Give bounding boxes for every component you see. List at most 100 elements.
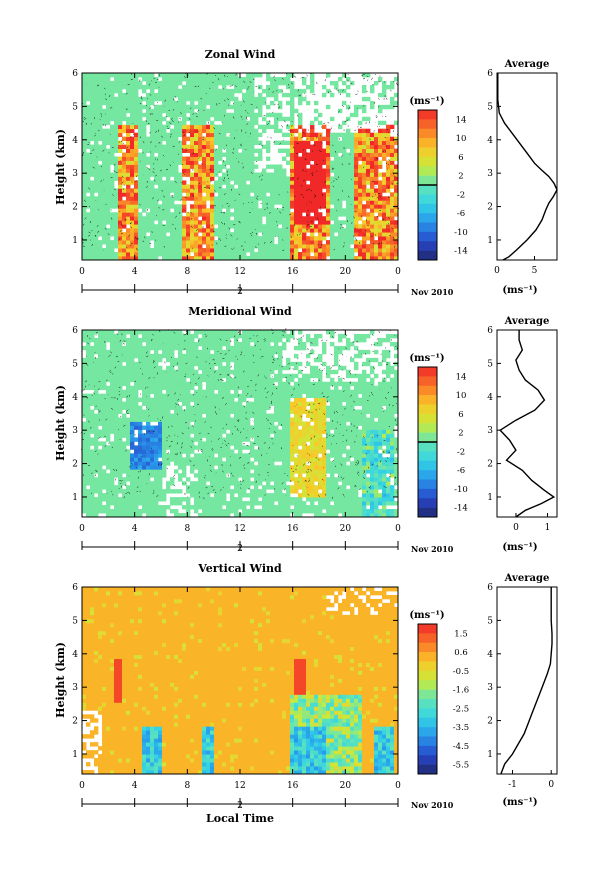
heatmap-cell [326,224,331,229]
heatmap-cell [154,401,159,406]
heatmap-cell [122,252,127,257]
heatmap-cell [126,73,131,78]
heatmap-cell [294,88,299,94]
heatmap-cell [358,184,363,189]
heatmap-cell [290,204,295,209]
heatmap-cell [338,124,343,130]
heatmap-cell [250,236,255,241]
heatmap-cell [114,365,119,371]
heatmap-cell [314,144,319,149]
heatmap-cell [110,204,115,209]
heatmap-cell [202,330,207,335]
heatmap-cell [126,330,131,335]
heatmap-cell [290,116,295,122]
heatmap-cell [178,144,183,149]
heatmap-cell [250,128,255,134]
heatmap-cell [390,196,395,201]
heatmap-cell [202,88,207,94]
heatmap-cell [346,252,351,257]
heatmap-cell [242,176,247,181]
heatmap-cell [254,513,259,518]
heatmap-cell [130,176,135,181]
heatmap-cell [198,248,203,253]
heatmap-cell [86,212,91,217]
heatmap-cell [142,425,147,430]
heatmap-cell [206,429,211,434]
heatmap-cell [194,425,199,430]
heatmap-cell [250,84,255,90]
heatmap-cell [246,80,251,86]
heatmap-cell [174,88,179,94]
heatmap-cell [194,112,199,118]
heatmap-cell [170,88,175,94]
heatmap-cell [82,377,87,383]
heatmap-cell [314,208,319,213]
heatmap-cell [82,104,87,110]
heatmap-cell [86,224,91,229]
heatmap-cell [174,168,179,173]
heatmap-cell [126,505,131,510]
heatmap-cell [354,140,359,146]
heatmap-cell [206,405,211,410]
heatmap-cell [274,192,279,197]
heatmap-cell [194,421,199,426]
heatmap-cell [122,248,127,253]
heatmap-cell [138,212,143,217]
heatmap-cell [138,176,143,181]
heatmap-cell [150,449,155,454]
heatmap-cell [214,357,219,363]
heatmap-cell [214,349,219,355]
heatmap-cell [178,429,183,434]
heatmap-cell [86,353,91,359]
heatmap-cell [194,73,199,78]
heatmap-cell [346,188,351,193]
heatmap-cell [170,333,175,339]
heatmap-cell [106,457,111,462]
heatmap-cell [134,228,139,233]
heatmap-cell [90,73,95,78]
heatmap-cell [186,124,191,130]
heatmap-cell [110,449,115,454]
heatmap-cell [170,120,175,126]
heatmap-cell [174,104,179,110]
heatmap-cell [222,220,227,225]
heatmap-cell [314,160,319,165]
heatmap-cell [182,112,187,118]
heatmap-cell [90,240,95,245]
heatmap-cell [166,441,171,446]
heatmap-cell [130,216,135,221]
heatmap-cell [174,425,179,430]
heatmap-cell [218,493,223,498]
heatmap-cell [154,425,159,430]
heatmap-cell [90,236,95,241]
heatmap-cell [130,497,135,502]
heatmap-cell [162,240,167,245]
heatmap-cell [306,216,311,221]
heatmap-cell [394,156,399,161]
heatmap-cell [102,481,107,486]
heatmap-cell [126,497,131,502]
heatmap-cell [130,164,135,169]
heatmap-cell [82,120,87,126]
heatmap-cell [386,188,391,193]
heatmap-cell [238,357,243,363]
heatmap-cell [266,204,271,209]
heatmap-cell [82,128,87,134]
heatmap-cell [134,172,139,177]
heatmap-cell [174,433,179,438]
heatmap-cell [234,88,239,94]
heatmap-cell [134,337,139,343]
heatmap-cell [242,505,247,510]
colorbar-tick-label: 6 [458,153,463,163]
heatmap-cell [182,244,187,249]
heatmap-cell [378,240,383,245]
heatmap-cell [86,333,91,339]
heatmap-cell [198,236,203,241]
heatmap-cell [342,73,347,78]
heatmap-cell [142,337,147,343]
heatmap-cell [94,176,99,181]
heatmap-cell [166,124,171,130]
heatmap-cell [254,465,259,470]
heatmap-cell [394,184,399,189]
heatmap-cell [82,152,87,157]
